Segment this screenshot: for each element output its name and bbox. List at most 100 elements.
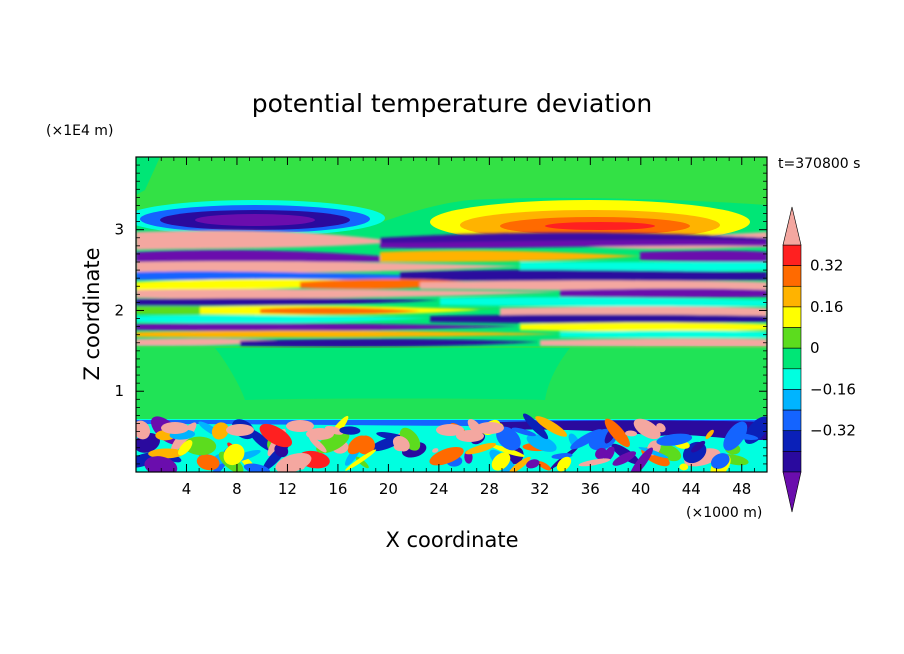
turbulence-cell bbox=[432, 448, 439, 453]
colorbar-box bbox=[782, 368, 802, 390]
surface-plume bbox=[306, 428, 334, 440]
turbulence-cell bbox=[625, 430, 638, 437]
x-tick-label: 8 bbox=[232, 480, 242, 498]
x-tick-label: 40 bbox=[631, 480, 650, 498]
turbulence-cell bbox=[178, 440, 193, 456]
turbulence-cell bbox=[184, 436, 217, 456]
turbulence-cell bbox=[603, 446, 615, 461]
colorbar-box bbox=[782, 244, 802, 266]
x-tick-label: 24 bbox=[429, 480, 448, 498]
surface-plume bbox=[436, 424, 464, 436]
y-axis-label: Z coordinate bbox=[80, 247, 104, 380]
turbulence-cell bbox=[325, 425, 344, 435]
turbulence-cell bbox=[308, 436, 327, 453]
turbulence-cell bbox=[136, 420, 151, 440]
turbulence-cell bbox=[556, 456, 572, 472]
turbulence-cell bbox=[633, 418, 661, 440]
y-tick-label: 2 bbox=[114, 301, 124, 319]
turbulence-cell bbox=[511, 427, 537, 437]
upper-negative-blob bbox=[136, 200, 385, 236]
turbulence-cell bbox=[496, 426, 521, 451]
turbulence-cell bbox=[465, 442, 497, 455]
colorbar-box bbox=[782, 389, 802, 411]
surface-plume bbox=[476, 422, 504, 434]
time-label: t=370800 s bbox=[778, 156, 860, 172]
colorbar-tick-label: −0.32 bbox=[810, 422, 856, 440]
colorbar-bottom-arrow bbox=[782, 471, 802, 513]
turbulence-cell bbox=[522, 413, 549, 440]
turbulence-cell bbox=[656, 433, 693, 446]
turbulence-cell bbox=[223, 443, 245, 466]
y-tick-label: 1 bbox=[114, 382, 124, 400]
turbulence-cell bbox=[148, 448, 185, 459]
turbulence-cell bbox=[629, 447, 654, 472]
turbulence-cell bbox=[339, 426, 361, 435]
surface-plume bbox=[161, 422, 189, 434]
colorbar-top-arrow bbox=[782, 206, 802, 246]
turbulence-cell bbox=[705, 429, 714, 440]
x-unit-label: (×1000 m) bbox=[686, 505, 762, 521]
turbulence-cell bbox=[490, 444, 525, 457]
turbulence-cell bbox=[526, 434, 557, 452]
colorbar-box bbox=[782, 451, 802, 473]
turbulence-cell bbox=[211, 422, 229, 440]
x-tick-label: 20 bbox=[379, 480, 398, 498]
layered-bands bbox=[136, 230, 767, 348]
turbulence-cell bbox=[429, 446, 464, 466]
turbulence-cell bbox=[196, 454, 220, 471]
colorbar-box bbox=[782, 306, 802, 328]
upper-positive-blob bbox=[430, 200, 750, 244]
y-unit-label: (×1E4 m) bbox=[46, 123, 113, 139]
turbulence-cell bbox=[259, 423, 293, 448]
colorbar-box bbox=[782, 265, 802, 287]
turbulence-cell bbox=[275, 452, 312, 472]
turbulence-cell bbox=[570, 429, 603, 450]
turbulence-cell bbox=[347, 435, 367, 455]
colorbar-box bbox=[782, 285, 802, 308]
x-axis: 4 8 12 16 20 24 28 32 36 40 44 48 bbox=[148, 157, 755, 498]
turbulence-cell bbox=[679, 463, 689, 471]
turbulence-cell bbox=[723, 421, 748, 451]
colorbar-box bbox=[782, 409, 802, 432]
x-tick-label: 32 bbox=[530, 480, 549, 498]
colorbar-tick-label: 0.16 bbox=[810, 298, 843, 316]
surface-plume bbox=[286, 420, 314, 432]
turbulence-cells bbox=[136, 413, 767, 472]
x-tick-label: 12 bbox=[278, 480, 297, 498]
contour-field bbox=[136, 157, 767, 472]
turbulence-cell bbox=[535, 416, 568, 437]
turbulence-cell bbox=[578, 458, 611, 467]
surface-plume bbox=[226, 424, 254, 436]
x-tick-label: 36 bbox=[581, 480, 600, 498]
colorbar: 0.32 0.16 0 −0.16 −0.32 bbox=[782, 206, 856, 513]
colorbar-tick-label: 0 bbox=[810, 339, 820, 357]
top-left-patch bbox=[136, 157, 160, 195]
x-tick-label: 16 bbox=[328, 480, 347, 498]
turbulence-cell bbox=[595, 447, 608, 460]
turbulence-cell bbox=[537, 461, 552, 471]
turbulence-cell bbox=[491, 452, 511, 471]
surface-plume bbox=[456, 430, 484, 442]
x-tick-label: 28 bbox=[480, 480, 499, 498]
x-tick-label: 48 bbox=[732, 480, 751, 498]
chart-title: potential temperature deviation bbox=[252, 89, 652, 118]
colorbar-box bbox=[782, 327, 802, 349]
colorbar-box bbox=[782, 347, 802, 370]
colorbar-tick-label: −0.16 bbox=[810, 380, 856, 398]
turbulence-cell bbox=[710, 453, 730, 469]
y-axis: 1 2 3 bbox=[114, 164, 767, 465]
colorbar-tick-label: 0.32 bbox=[810, 257, 843, 275]
turbulence-cell bbox=[392, 435, 410, 452]
colorbar-box bbox=[782, 430, 802, 452]
x-tick-label: 44 bbox=[682, 480, 701, 498]
turbulence-cell bbox=[604, 418, 630, 448]
turbulence-cell bbox=[638, 446, 669, 459]
x-tick-label: 4 bbox=[182, 480, 192, 498]
y-tick-label: 3 bbox=[114, 221, 124, 239]
middle-plateau-core bbox=[215, 348, 570, 400]
turbulence-cell bbox=[612, 451, 637, 466]
turbulence-cell bbox=[345, 449, 377, 471]
x-axis-label: X coordinate bbox=[385, 528, 518, 552]
turbulence-cell bbox=[526, 459, 540, 469]
